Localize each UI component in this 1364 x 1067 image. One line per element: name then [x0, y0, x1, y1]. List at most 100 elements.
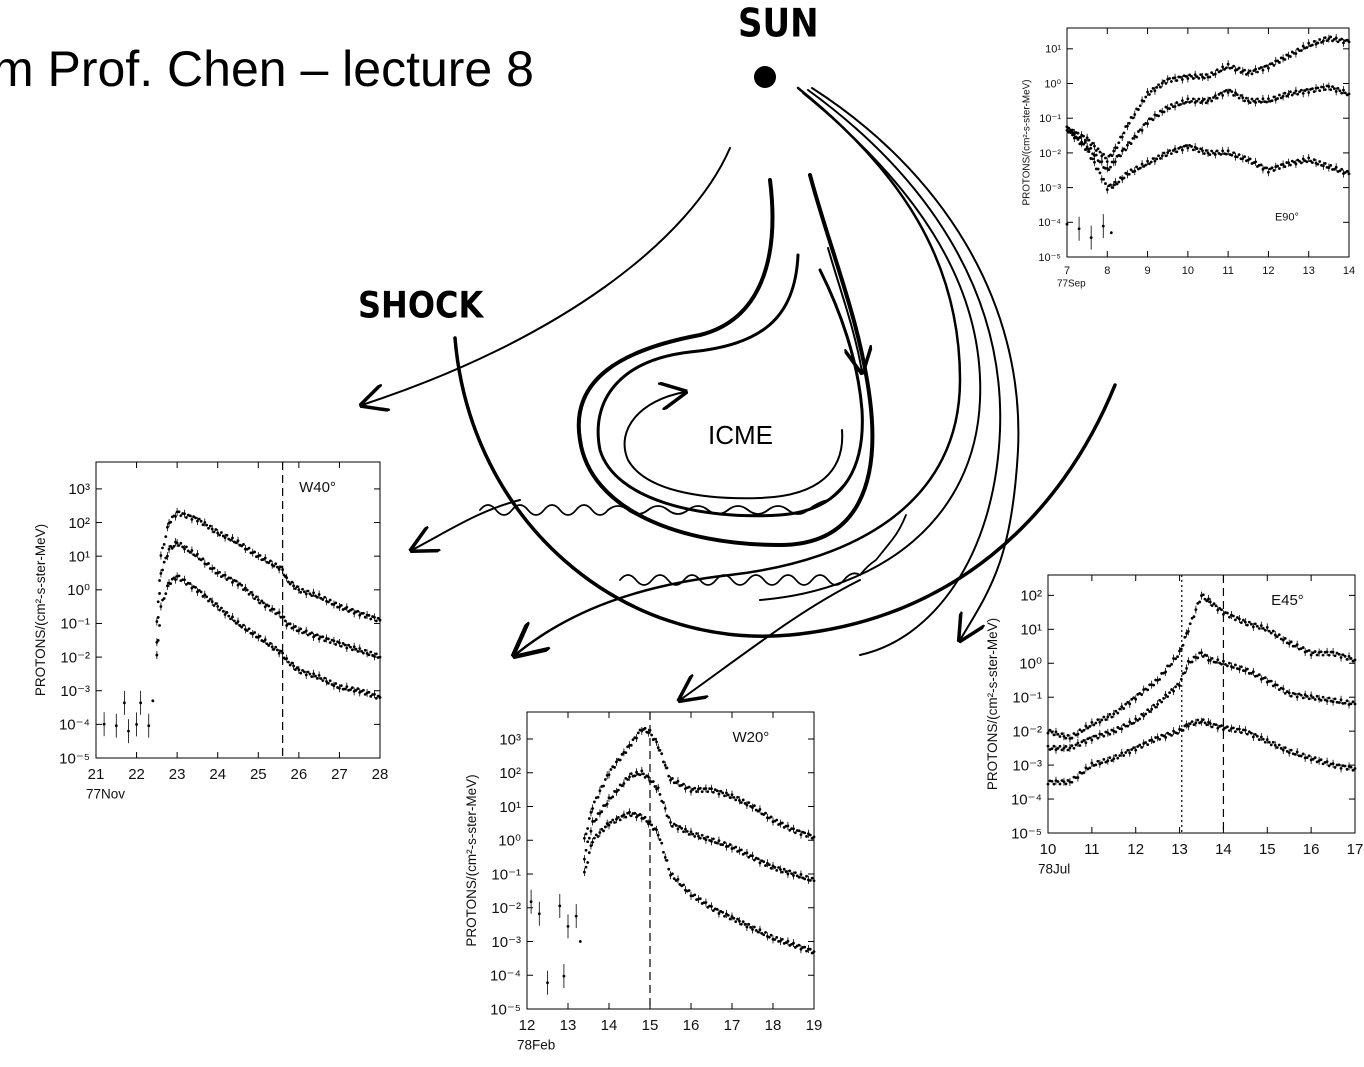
data-point: [1114, 709, 1118, 713]
data-point: [1297, 692, 1301, 696]
data-point: [767, 935, 771, 939]
data-point: [369, 650, 373, 654]
data-point: [1129, 142, 1133, 146]
data-point: [220, 531, 223, 534]
y-tick-label: 10³: [68, 481, 90, 498]
data-point: [769, 933, 773, 937]
data-point: [1162, 110, 1166, 114]
data-point: [1144, 741, 1148, 744]
data-point: [1325, 39, 1329, 43]
data-point: [1261, 626, 1265, 630]
data-point: [1256, 97, 1259, 101]
data-point: [1115, 146, 1119, 150]
x-axis-label: 77Nov: [86, 787, 125, 802]
data-point: [660, 752, 664, 756]
data-point: [1195, 75, 1199, 79]
data-point: [775, 818, 779, 822]
data-point: [1243, 155, 1247, 158]
data-point: [1285, 690, 1289, 693]
data-point: [212, 604, 216, 607]
y-tick-label: 10⁻⁴: [1038, 217, 1061, 229]
data-point: [1224, 663, 1227, 666]
data-point: [221, 534, 225, 538]
data-point: [272, 607, 276, 611]
data-point: [1313, 698, 1317, 701]
data-point: [1127, 172, 1131, 176]
data-point: [1070, 736, 1074, 740]
data-point: [1175, 79, 1179, 82]
data-point: [172, 544, 176, 548]
data-point: [1219, 152, 1223, 156]
data-point: [1158, 698, 1162, 702]
data-point: [1158, 737, 1162, 741]
data-point: [1092, 723, 1096, 727]
data-point: [1109, 183, 1112, 187]
data-point: [1347, 40, 1351, 44]
data-point: [1130, 697, 1134, 701]
data-point: [276, 565, 279, 569]
data-point: [1179, 102, 1182, 106]
data-point: [1267, 629, 1271, 633]
data-point: [1100, 718, 1104, 722]
data-point: [706, 790, 710, 794]
data-point: [1327, 696, 1331, 700]
data-point: [188, 514, 192, 518]
data-point: [188, 582, 192, 585]
y-tick-label: 10¹: [68, 548, 90, 565]
data-point: [1203, 721, 1207, 725]
field-line-left-low: [412, 499, 521, 550]
x-tick-label: 23: [169, 766, 186, 783]
data-point: [662, 760, 665, 764]
data-point: [1267, 679, 1271, 683]
data-point: [1146, 743, 1150, 747]
y-axis-label: PROTONS/(cm²-s-ster-MeV): [1022, 80, 1033, 206]
data-point: [1126, 724, 1130, 728]
data-point: [225, 611, 229, 614]
x-tick-label: 10: [1040, 841, 1057, 858]
data-point: [220, 606, 223, 610]
data-point: [272, 647, 276, 651]
data-point: [636, 731, 640, 735]
data-point: [1347, 172, 1351, 176]
x-tick-label: 12: [1127, 841, 1144, 858]
data-point: [1329, 163, 1333, 167]
data-point: [1124, 724, 1128, 728]
y-tick-label: 10⁻³: [60, 683, 90, 700]
data-point: [1169, 103, 1173, 106]
data-point: [201, 523, 205, 527]
data-point: [620, 752, 624, 756]
y-tick-label: 10⁰: [67, 582, 90, 599]
data-point: [658, 748, 662, 752]
data-point: [1224, 66, 1228, 70]
y-tick-label: 10⁻²: [1039, 148, 1061, 160]
data-point: [1118, 754, 1122, 757]
data-point: [1154, 736, 1158, 739]
data-point: [162, 560, 166, 564]
data-point: [1318, 160, 1322, 163]
data-point: [1116, 711, 1120, 715]
y-tick-label: 10⁻¹: [1039, 113, 1061, 125]
data-point: [1271, 684, 1275, 688]
data-point: [1076, 136, 1080, 140]
data-point: [1087, 138, 1091, 142]
data-point: [169, 582, 173, 586]
data-point: [587, 817, 591, 820]
data-point: [1170, 688, 1173, 691]
series-1: [1046, 648, 1357, 754]
data-point: [1299, 754, 1303, 758]
data-point: [1102, 734, 1106, 738]
data-point: [1210, 99, 1214, 103]
sun-label: SUN: [738, 1, 819, 47]
y-tick-label: 10⁻³: [491, 934, 521, 951]
data-point: [1232, 151, 1236, 155]
data-point: [350, 607, 354, 611]
x-tick-label: 24: [209, 766, 226, 783]
icme-label: ICME: [708, 420, 773, 450]
data-point: [611, 795, 615, 799]
data-point: [227, 614, 231, 618]
data-point: [650, 733, 654, 737]
data-point: [1202, 152, 1206, 155]
data-point: [1327, 653, 1331, 657]
x-tick-label: 25: [250, 766, 267, 783]
data-point: [1215, 149, 1219, 153]
